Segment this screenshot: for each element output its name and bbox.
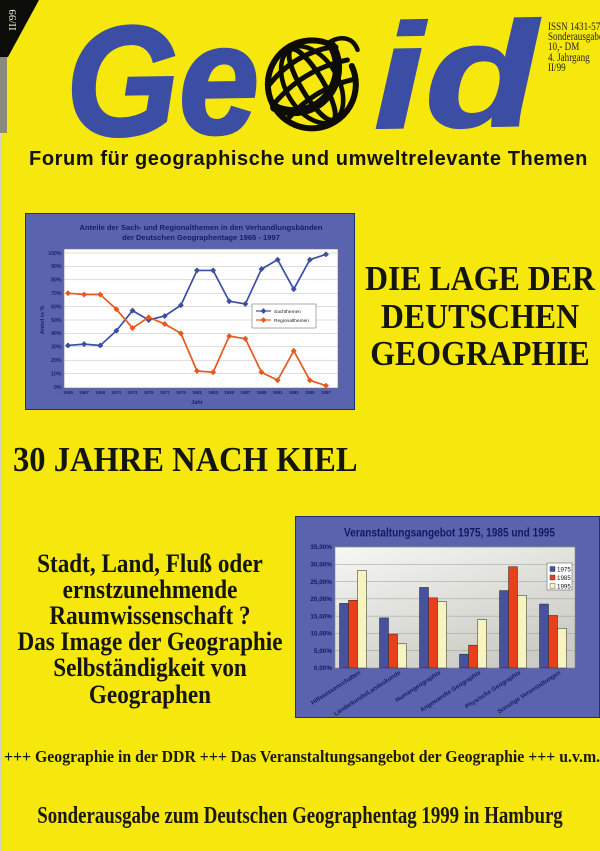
svg-text:Anteile der Sach- und Regional: Anteile der Sach- und Regionalthemen in …	[79, 223, 322, 232]
svg-text:90%: 90%	[51, 264, 62, 270]
svg-text:1987: 1987	[240, 390, 250, 395]
svg-text:Regionalthemen: Regionalthemen	[274, 318, 309, 324]
svg-text:10%: 10%	[51, 371, 62, 377]
svg-text:Ge: Ge	[65, 0, 261, 170]
svg-text:Veranstaltungsangebot 1975, 19: Veranstaltungsangebot 1975, 1985 und 199…	[344, 526, 555, 540]
svg-text:15,00%: 15,00%	[310, 613, 332, 620]
svg-text:1975: 1975	[144, 390, 154, 395]
svg-text:Jahr: Jahr	[191, 400, 204, 406]
svg-text:Anteil in %: Anteil in %	[40, 306, 46, 335]
svg-text:1973: 1973	[128, 390, 138, 395]
svg-text:10,00%: 10,00%	[310, 631, 332, 638]
svg-text:20%: 20%	[51, 358, 62, 364]
svg-text:1971: 1971	[111, 390, 121, 395]
svg-text:1997: 1997	[321, 390, 331, 395]
svg-text:0,00%: 0,00%	[314, 665, 332, 672]
svg-text:50%: 50%	[51, 318, 62, 324]
svg-text:30%: 30%	[51, 345, 62, 351]
svg-text:25,00%: 25,00%	[310, 579, 332, 586]
svg-text:100%: 100%	[48, 251, 62, 257]
svg-text:5,00%: 5,00%	[314, 648, 332, 655]
svg-text:20,00%: 20,00%	[310, 596, 332, 603]
svg-text:1995: 1995	[557, 584, 571, 591]
svg-text:1965: 1965	[63, 390, 73, 395]
svg-text:1985: 1985	[557, 575, 571, 582]
svg-text:1983: 1983	[208, 390, 218, 395]
svg-text:1977: 1977	[160, 390, 170, 395]
svg-text:1981: 1981	[192, 390, 202, 395]
svg-text:80%: 80%	[51, 278, 62, 284]
svg-text:1967: 1967	[79, 390, 89, 395]
svg-text:id: id	[372, 0, 543, 160]
svg-text:der Deutschen Geographentage 1: der Deutschen Geographentage 1965 - 1997	[122, 233, 280, 242]
svg-text:0%: 0%	[54, 385, 62, 391]
svg-text:40%: 40%	[51, 331, 62, 337]
svg-text:1975: 1975	[557, 567, 571, 574]
svg-text:1969: 1969	[95, 390, 105, 395]
svg-text:Sachthemen: Sachthemen	[274, 309, 301, 315]
svg-text:1995: 1995	[305, 390, 315, 395]
svg-text:1979: 1979	[176, 390, 186, 395]
svg-text:60%: 60%	[51, 304, 62, 310]
svg-text:30,00%: 30,00%	[310, 561, 332, 568]
svg-text:70%: 70%	[51, 291, 62, 297]
svg-text:1985: 1985	[224, 390, 234, 395]
svg-text:1993: 1993	[289, 390, 299, 395]
svg-text:35,00%: 35,00%	[310, 544, 332, 551]
svg-text:1991: 1991	[273, 390, 283, 395]
svg-text:1989: 1989	[257, 390, 267, 395]
